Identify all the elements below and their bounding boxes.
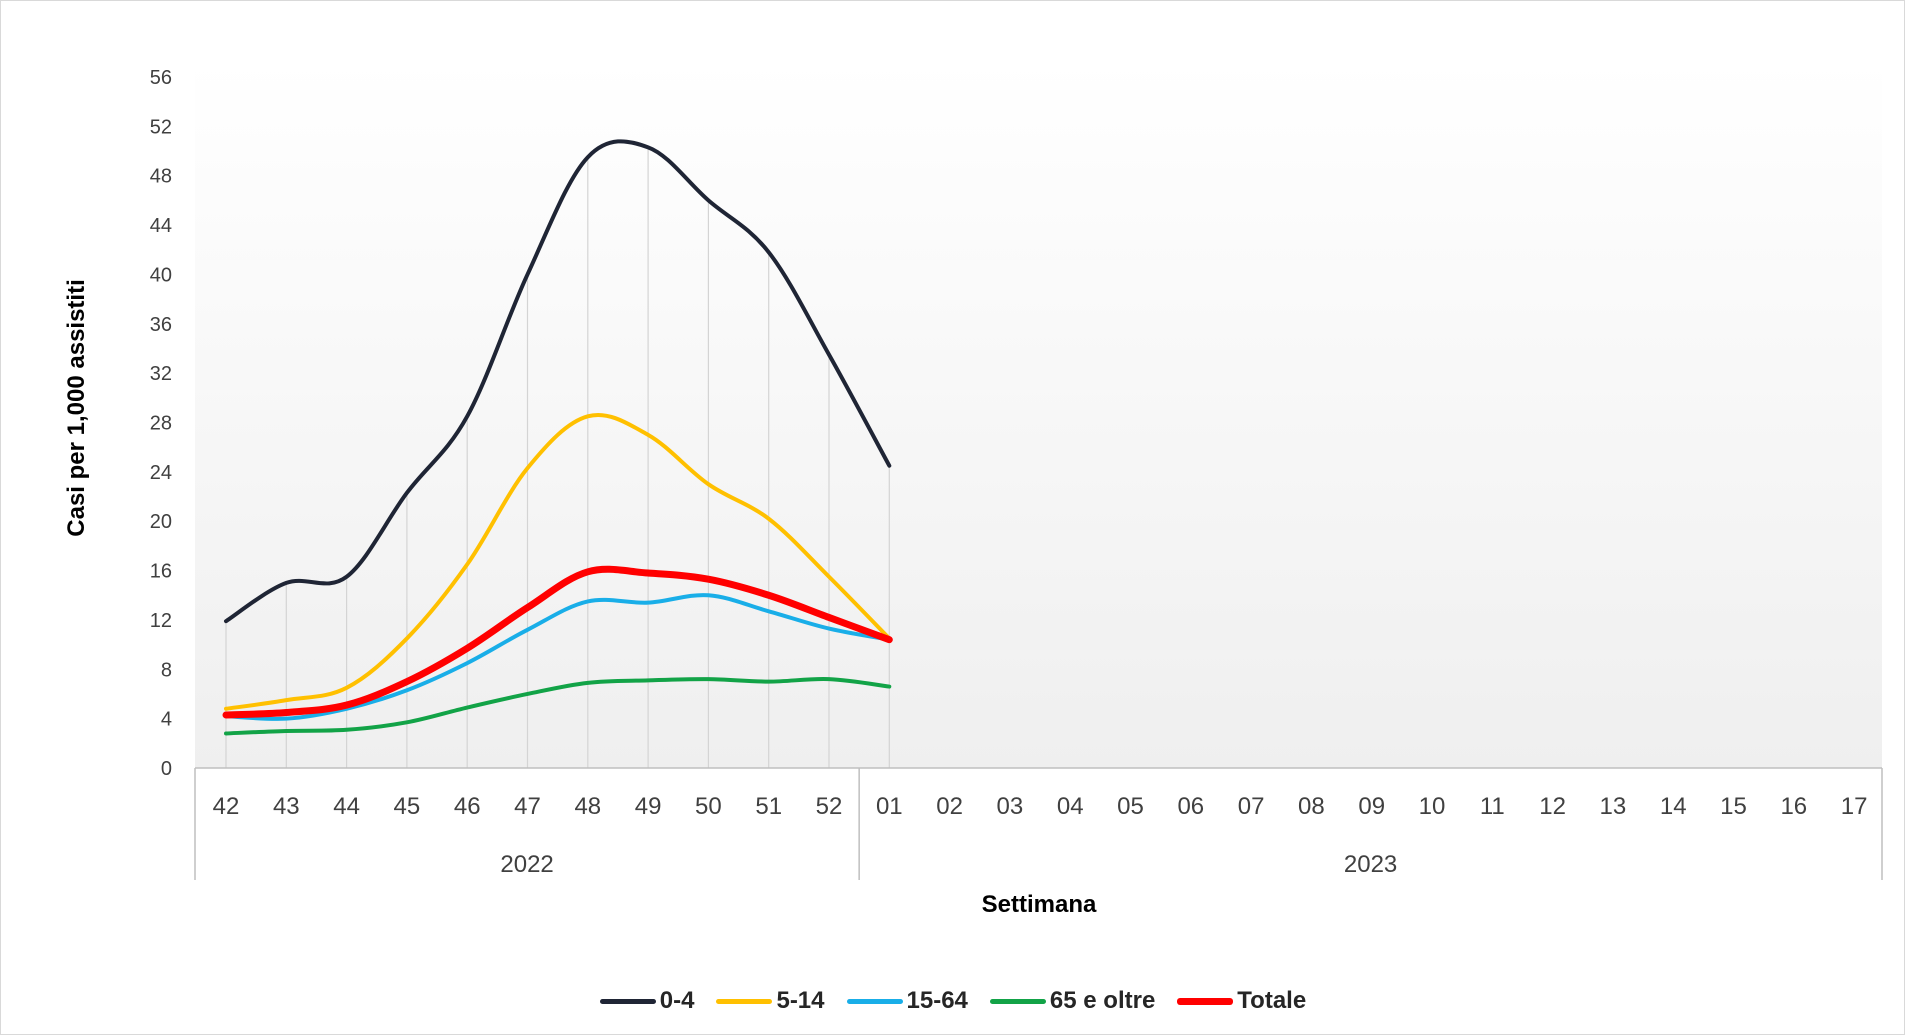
x-tick-label: 04: [1057, 793, 1084, 820]
legend: 0-4 5-14 15-64 65 e oltre Totale: [0, 985, 1906, 1017]
y-tick-label: 24: [150, 462, 172, 484]
legend-label: Totale: [1237, 987, 1307, 1014]
y-tick-label: 48: [150, 166, 172, 188]
x-tick-label: 03: [997, 793, 1024, 820]
legend-swatch: [716, 998, 773, 1004]
x-tick-label: 14: [1660, 793, 1687, 820]
y-tick-label: 12: [150, 610, 172, 632]
legend-item: 5-14: [716, 987, 825, 1015]
y-tick-label: 32: [150, 363, 172, 385]
series-line-0-4: [224, 139, 892, 624]
legend-item: 0-4: [599, 987, 695, 1015]
x-tick-label: 13: [1600, 793, 1627, 820]
x-tick-label: 52: [816, 793, 843, 820]
y-tick-label: 8: [161, 659, 172, 681]
x-tick-label: 15: [1720, 793, 1747, 820]
x-tick-label: 47: [514, 793, 541, 820]
x-tick-label: 49: [635, 793, 662, 820]
x-axis-title: Settimana: [982, 891, 1097, 918]
y-tick-label: 28: [150, 413, 172, 435]
x-tick-label: 08: [1298, 793, 1325, 820]
x-tick-label: 17: [1841, 793, 1868, 820]
x-tick-label: 50: [695, 793, 722, 820]
x-tick-label: 51: [755, 793, 782, 820]
x-tick-label: 44: [333, 793, 360, 820]
x-tick-label: 11: [1480, 793, 1505, 820]
y-tick-label: 4: [161, 709, 172, 731]
year-group-label: 2022: [500, 851, 553, 878]
y-tick-label: 20: [150, 511, 172, 533]
x-tick-label: 09: [1358, 793, 1385, 820]
x-tick-label: 43: [273, 793, 300, 820]
series-line-15-64: [224, 593, 892, 721]
y-axis-title: Casi per 1,000 assistiti: [63, 279, 90, 536]
x-tick-label: 10: [1419, 793, 1446, 820]
year-group-label: 2023: [1344, 851, 1397, 878]
legend-swatch: [846, 998, 903, 1004]
x-tick-label: 16: [1780, 793, 1807, 820]
x-tick-label: 06: [1177, 793, 1204, 820]
x-tick-label: 48: [574, 793, 601, 820]
x-tick-label: 45: [394, 793, 421, 820]
x-tick-label: 46: [454, 793, 481, 820]
y-tick-label: 36: [150, 314, 172, 336]
legend-swatch: [989, 998, 1046, 1004]
series-line-5-14: [224, 413, 892, 711]
legend-swatch: [599, 998, 656, 1004]
legend-label: 15-64: [906, 987, 968, 1014]
plot-background: [195, 60, 1882, 768]
x-tick-label: 05: [1117, 793, 1144, 820]
series-line-65-e-oltre: [224, 677, 892, 736]
y-tick-label: 52: [150, 116, 172, 138]
x-tick-label: 02: [936, 793, 963, 820]
y-tick-label: 16: [150, 561, 172, 583]
x-tick-label: 42: [213, 793, 240, 820]
legend-item: 65 e oltre: [989, 987, 1156, 1015]
x-tick-label: 12: [1539, 793, 1566, 820]
series-line-Totale: [222, 565, 893, 719]
y-tick-label: 40: [150, 264, 172, 286]
legend-swatch: [1177, 997, 1234, 1005]
legend-label: 5-14: [776, 987, 825, 1014]
x-tick-label: 07: [1238, 793, 1265, 820]
y-tick-label: 56: [150, 67, 172, 89]
legend-label: 65 e oltre: [1049, 987, 1156, 1014]
y-tick-label: 0: [161, 758, 172, 780]
y-tick-label: 44: [150, 215, 172, 237]
legend-item: Totale: [1177, 987, 1306, 1015]
legend-label: 0-4: [659, 987, 695, 1014]
x-tick-label: 01: [876, 793, 903, 820]
legend-item: 15-64: [846, 987, 968, 1015]
